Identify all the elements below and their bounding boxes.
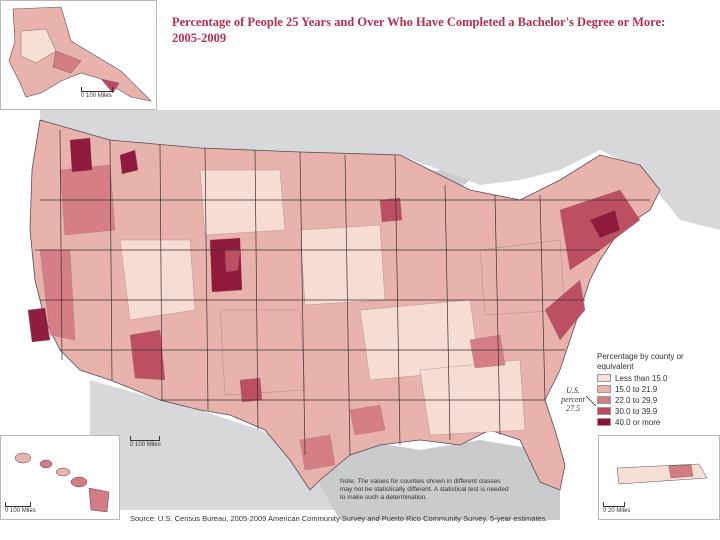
- legend-swatch: [597, 385, 611, 393]
- mainland-scale-label: 100 Miles: [135, 442, 161, 448]
- legend-item: 40.0 or more: [597, 417, 707, 427]
- puerto-rico-inset: 0 20 Miles: [598, 435, 720, 520]
- alaska-inset: 0 100 Miles: [0, 0, 157, 110]
- legend-swatch: [597, 418, 611, 426]
- legend-item: 15.0 to 21.9: [597, 384, 707, 394]
- canada-land: [40, 110, 720, 230]
- alaska-scale-label: 100 Miles: [86, 93, 112, 99]
- legend-swatch: [597, 374, 611, 382]
- puerto-rico-scale: 0 20 Miles: [603, 502, 630, 514]
- legend: Percentage by county or equivalent Less …: [597, 352, 707, 427]
- us-percent-pointer: [586, 395, 597, 407]
- legend-label: 15.0 to 21.9: [615, 384, 658, 394]
- scale-zero-label: 0: [5, 508, 9, 514]
- legend-item: 22.0 to 29.9: [597, 395, 707, 405]
- puerto-rico-map: [616, 463, 708, 485]
- legend-title: Percentage by county or equivalent: [597, 352, 684, 371]
- us-percent-marker: U.S. percent 27.5: [556, 386, 590, 413]
- legend-label: 40.0 or more: [615, 417, 661, 427]
- mexico-land: [90, 380, 340, 510]
- us-percent-value: 27.5: [566, 404, 580, 413]
- scale-zero-label: 0: [130, 442, 134, 448]
- scale-zero-label: 0: [603, 508, 607, 514]
- puerto-rico-scale-label: 20 Miles: [608, 508, 631, 514]
- hawaii-scale-label: 100 Miles: [10, 508, 36, 514]
- legend-item: 30.0 to 39.9: [597, 406, 707, 416]
- legend-item: Less than 15.0: [597, 373, 707, 383]
- legend-label: 30.0 to 39.9: [615, 406, 658, 416]
- map-title: Percentage of People 25 Years and Over W…: [172, 15, 666, 45]
- alaska-map: [8, 6, 152, 102]
- mainland-scale: 0 100 Miles: [130, 436, 161, 448]
- legend-label: Less than 15.0: [615, 373, 668, 383]
- alaska-scale: 0 100 Miles: [81, 87, 113, 99]
- statistical-note: Note: The values for counties shown in d…: [340, 478, 509, 501]
- source-citation: Source: U.S. Census Bureau, 2005-2009 Am…: [130, 514, 548, 523]
- legend-label: 22.0 to 29.9: [615, 395, 658, 405]
- legend-swatch: [597, 407, 611, 415]
- mainland-map: [0, 110, 720, 520]
- hawaii-scale: 0 100 Miles: [5, 502, 36, 514]
- state-borders: [35, 129, 650, 456]
- legend-swatch: [597, 396, 611, 404]
- hawaii-inset: 0 100 Miles: [0, 435, 120, 520]
- hawaii-map: [14, 452, 110, 513]
- us-percent-label: U.S. percent: [561, 386, 585, 404]
- gulf-water: [300, 440, 560, 520]
- scale-zero-label: 0: [81, 93, 85, 99]
